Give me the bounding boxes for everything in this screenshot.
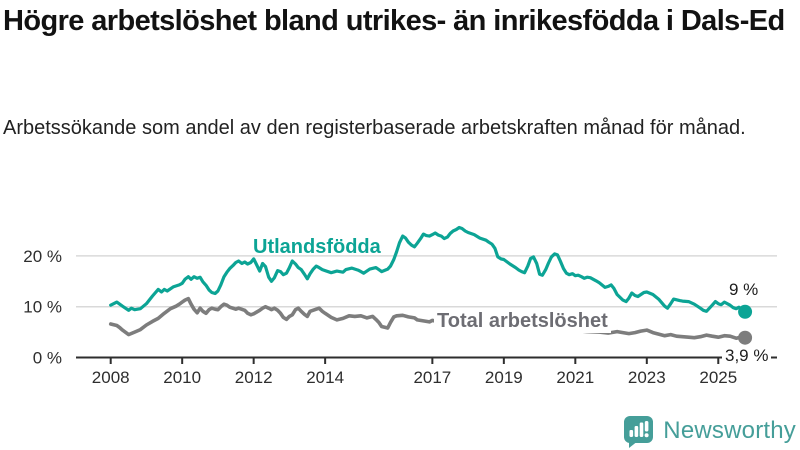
x-tick-label: 2019 [485,368,523,387]
bar-large [639,422,644,437]
x-tick-label: 2023 [628,368,666,387]
page-subtitle: Arbetssökande som andel av den registerb… [3,117,746,139]
exclamation-dot [644,433,649,438]
newsworthy-logo-icon [624,416,654,448]
series-label-utlandsfodda: Utlandsfödda [253,236,381,258]
series-line-total [108,296,747,341]
series-label-total-arbetsloshet: Total arbetslöshet [434,310,611,333]
bar-small [629,430,634,437]
x-tick-label: 2025 [699,368,737,387]
y-tick-label: 10 % [23,298,62,317]
newsworthy-logo[interactable]: Newsworthy [621,414,796,448]
y-tick-label: 0 % [33,349,62,368]
end-value-label-utlandsfodda: 9 % [729,280,759,299]
x-tick-label: 2010 [163,368,201,387]
x-tick-label: 2012 [235,368,273,387]
series-line-utlandsfodda [109,225,747,314]
x-tick-label: 2014 [306,368,344,387]
x-tick-label: 2017 [413,368,451,387]
end-value-label-total: 3,9 % [722,346,772,366]
exclamation-bar [645,421,649,432]
bar-medium [634,426,639,437]
series-end-dot-utlandsfodda [738,304,753,319]
newsworthy-logo-text: Newsworthy [663,417,796,444]
x-tick-label: 2008 [92,368,130,387]
page-title: Högre arbetslöshet bland utrikes- än inr… [3,5,785,37]
y-tick-label: 20 % [23,247,62,266]
series-end-dot-total [738,330,753,345]
x-tick-label: 2021 [556,368,594,387]
